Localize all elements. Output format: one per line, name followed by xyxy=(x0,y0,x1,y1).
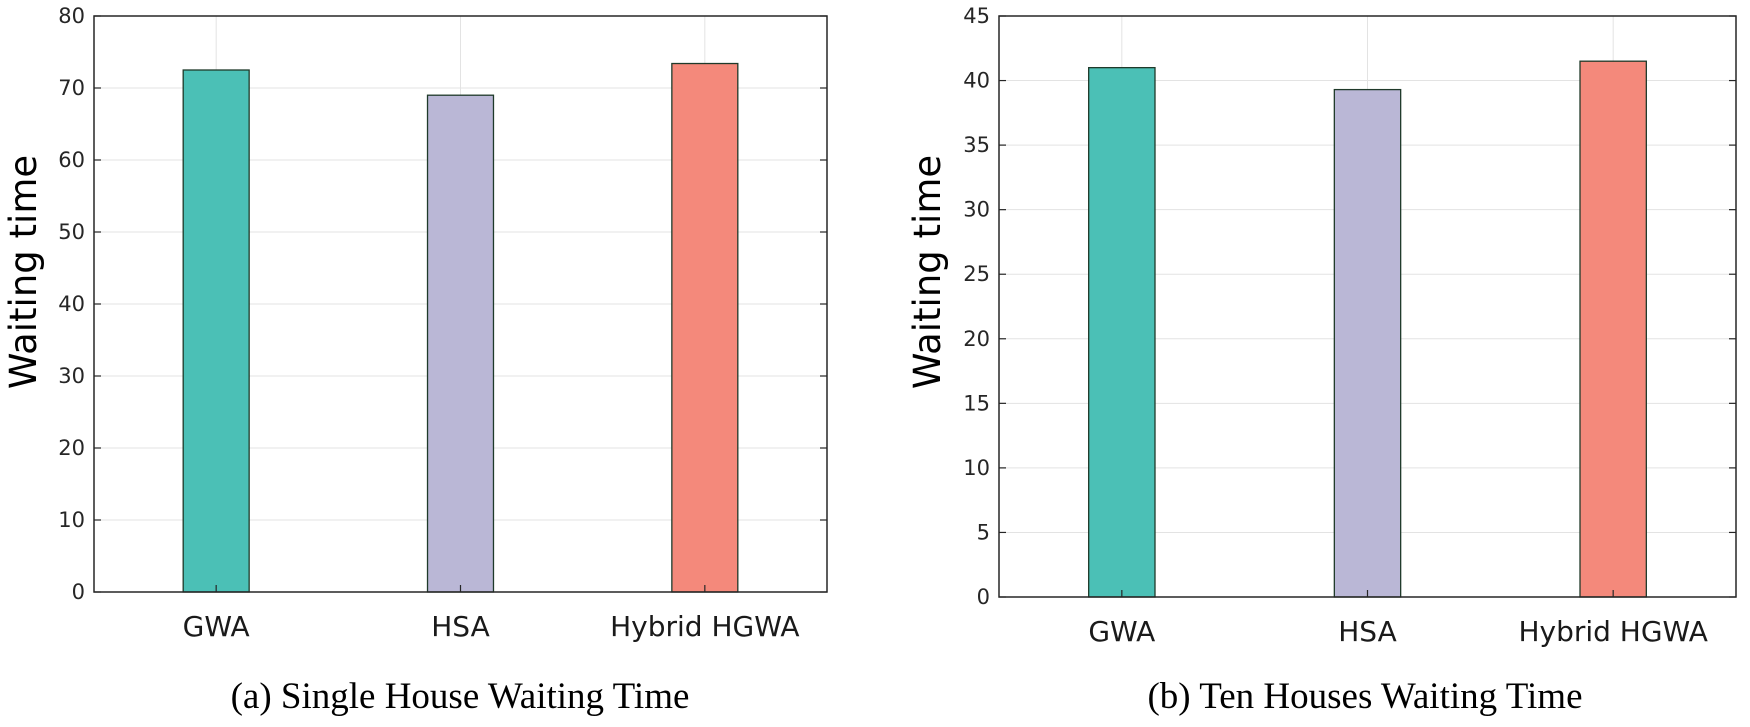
y-tick-label-a: 50 xyxy=(58,220,85,244)
bar-gwa-a xyxy=(182,69,250,593)
bar-gwa-b xyxy=(1088,66,1156,598)
y-tick-label-b: 40 xyxy=(963,69,990,93)
bars-a xyxy=(182,62,739,593)
y-tick-label-b: 20 xyxy=(963,327,990,351)
x-tick-label-b: Hybrid HGWA xyxy=(1518,615,1707,648)
y-axis-label-a: Waiting time xyxy=(2,155,45,389)
y-tick-label-b: 15 xyxy=(963,391,990,415)
y-tick-label-b: 10 xyxy=(963,456,990,480)
y-tick-label-b: 5 xyxy=(977,520,990,544)
y-ticks-b: 0 5 10 15 20 25 30 35 40 45 xyxy=(963,4,1736,609)
bar-hsa-a xyxy=(426,94,495,593)
y-ticks-a: 0 10 20 30 40 50 60 70 80 xyxy=(58,4,827,604)
bars-b xyxy=(1088,60,1647,598)
y-tick-label-a: 70 xyxy=(58,76,85,100)
x-tick-label-a: Hybrid HGWA xyxy=(610,610,799,643)
chart-panel-a: Waiting time 0 10 20 30 40 50 60 70 80 GWA HSA Hyb… xyxy=(2,4,828,717)
bar-hsa-b xyxy=(1333,88,1402,598)
y-tick-label-a: 40 xyxy=(58,292,85,316)
x-tick-label-b: HSA xyxy=(1338,615,1397,648)
bar-hybrid-hgwa-b xyxy=(1579,60,1647,598)
y-tick-label-b: 45 xyxy=(963,4,990,28)
y-tick-label-b: 35 xyxy=(963,133,990,157)
y-tick-label-b: 0 xyxy=(977,585,990,609)
y-tick-label-a: 60 xyxy=(58,148,85,172)
y-tick-label-a: 20 xyxy=(58,436,85,460)
x-tick-labels-b: GWA HSA Hybrid HGWA xyxy=(1088,590,1708,648)
bar-hybrid-hgwa-a xyxy=(671,62,739,593)
x-tick-label-a: HSA xyxy=(431,610,490,643)
y-tick-label-a: 0 xyxy=(72,580,85,604)
caption-b: (b) Ten Houses Waiting Time xyxy=(1147,676,1582,717)
caption-a: (a) Single House Waiting Time xyxy=(231,676,690,717)
y-tick-label-a: 80 xyxy=(58,4,85,28)
x-tick-label-a: GWA xyxy=(183,610,250,643)
x-tick-labels-a: GWA HSA Hybrid HGWA xyxy=(183,585,800,643)
chart-panel-b: Waiting time 0 5 10 15 20 25 30 35 40 45 GWA HSA Hy… xyxy=(906,4,1737,717)
y-tick-label-a: 30 xyxy=(58,364,85,388)
y-axis-label-b: Waiting time xyxy=(906,155,949,389)
y-tick-label-b: 25 xyxy=(963,262,990,286)
x-tick-label-b: GWA xyxy=(1088,615,1155,648)
y-tick-label-b: 30 xyxy=(963,198,990,222)
y-tick-label-a: 10 xyxy=(58,508,85,532)
